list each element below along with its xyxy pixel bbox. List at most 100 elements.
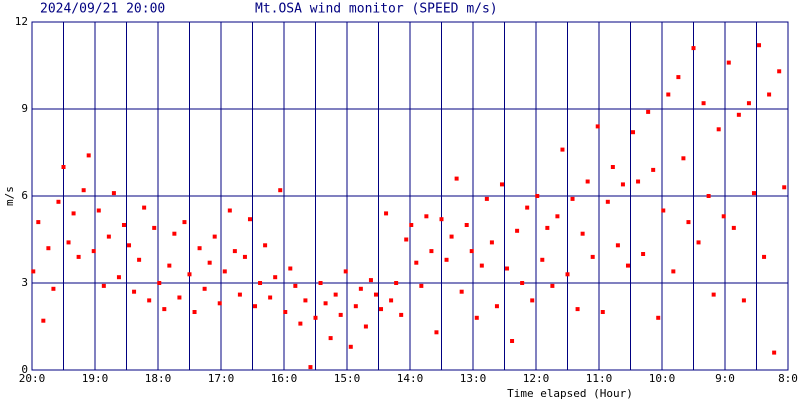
point xyxy=(666,92,671,97)
point xyxy=(197,246,202,251)
y-tick-label: 6 xyxy=(21,189,28,202)
point xyxy=(499,182,504,187)
point xyxy=(651,167,656,172)
point xyxy=(757,43,762,48)
point xyxy=(81,188,86,193)
timestamp: 2024/09/21 20:00 xyxy=(40,2,165,17)
point xyxy=(273,275,278,280)
point xyxy=(555,214,560,219)
point xyxy=(172,231,177,236)
point xyxy=(545,225,550,230)
x-tick-label: 11:0 xyxy=(586,372,613,385)
point xyxy=(288,266,293,271)
point xyxy=(772,350,777,355)
point xyxy=(91,249,96,254)
point xyxy=(106,234,111,239)
point xyxy=(333,292,338,297)
point xyxy=(580,231,585,236)
point xyxy=(605,199,610,204)
x-tick-label: 10:0 xyxy=(649,372,676,385)
point xyxy=(283,310,288,314)
point xyxy=(469,249,474,254)
point xyxy=(343,269,348,274)
point xyxy=(762,254,767,259)
point xyxy=(575,307,580,312)
point xyxy=(152,225,157,230)
x-tick-label: 12:0 xyxy=(523,372,550,385)
point xyxy=(671,269,676,274)
point xyxy=(736,112,741,117)
point xyxy=(268,295,273,300)
x-tick-label: 20:0 xyxy=(19,372,46,385)
point xyxy=(157,281,162,285)
point xyxy=(681,156,686,161)
point xyxy=(31,269,36,274)
point xyxy=(358,286,363,291)
point xyxy=(515,228,520,233)
point xyxy=(701,101,706,106)
point xyxy=(222,269,227,274)
point xyxy=(86,153,91,158)
point xyxy=(731,225,736,230)
point xyxy=(459,289,464,294)
point xyxy=(641,252,646,256)
point xyxy=(177,295,182,300)
point xyxy=(192,310,197,314)
point xyxy=(706,194,711,198)
point xyxy=(51,286,56,291)
point xyxy=(338,312,343,317)
point xyxy=(61,165,66,169)
chart-title: Mt.OSA wind monitor (SPEED m/s) xyxy=(255,2,498,17)
point xyxy=(313,315,318,320)
x-tick-label: 17:0 xyxy=(208,372,235,385)
point xyxy=(379,307,384,312)
point xyxy=(258,281,263,285)
point xyxy=(46,246,51,251)
point xyxy=(474,315,479,320)
x-tick-label: 15:0 xyxy=(334,372,361,385)
point xyxy=(570,196,575,201)
point xyxy=(293,283,298,288)
point xyxy=(454,176,459,181)
point xyxy=(464,223,469,227)
point xyxy=(746,101,751,106)
point xyxy=(525,205,530,210)
point xyxy=(353,304,358,309)
point xyxy=(676,75,681,80)
point xyxy=(363,324,368,329)
point xyxy=(625,263,630,268)
point xyxy=(419,283,424,288)
point xyxy=(111,191,116,196)
point xyxy=(76,254,81,259)
point xyxy=(691,46,696,51)
y-axis-label: m/s xyxy=(3,186,16,206)
point xyxy=(595,124,600,129)
point xyxy=(636,179,641,184)
x-tick-label: 13:0 xyxy=(460,372,487,385)
point xyxy=(409,223,414,227)
point xyxy=(237,292,242,297)
point xyxy=(686,220,691,225)
point xyxy=(127,243,132,248)
point xyxy=(540,257,545,262)
point xyxy=(646,109,651,114)
point xyxy=(394,281,399,285)
point xyxy=(116,275,121,280)
point xyxy=(66,240,71,245)
point xyxy=(535,194,540,198)
point xyxy=(434,330,439,335)
point xyxy=(212,234,217,239)
point xyxy=(202,286,207,291)
point xyxy=(449,234,454,239)
point xyxy=(620,182,625,187)
point xyxy=(696,240,701,245)
point xyxy=(661,208,666,213)
point xyxy=(479,263,484,268)
point xyxy=(308,365,313,370)
point xyxy=(631,130,636,135)
point xyxy=(96,208,101,213)
point xyxy=(41,318,46,323)
point xyxy=(56,199,61,204)
point xyxy=(121,223,126,227)
